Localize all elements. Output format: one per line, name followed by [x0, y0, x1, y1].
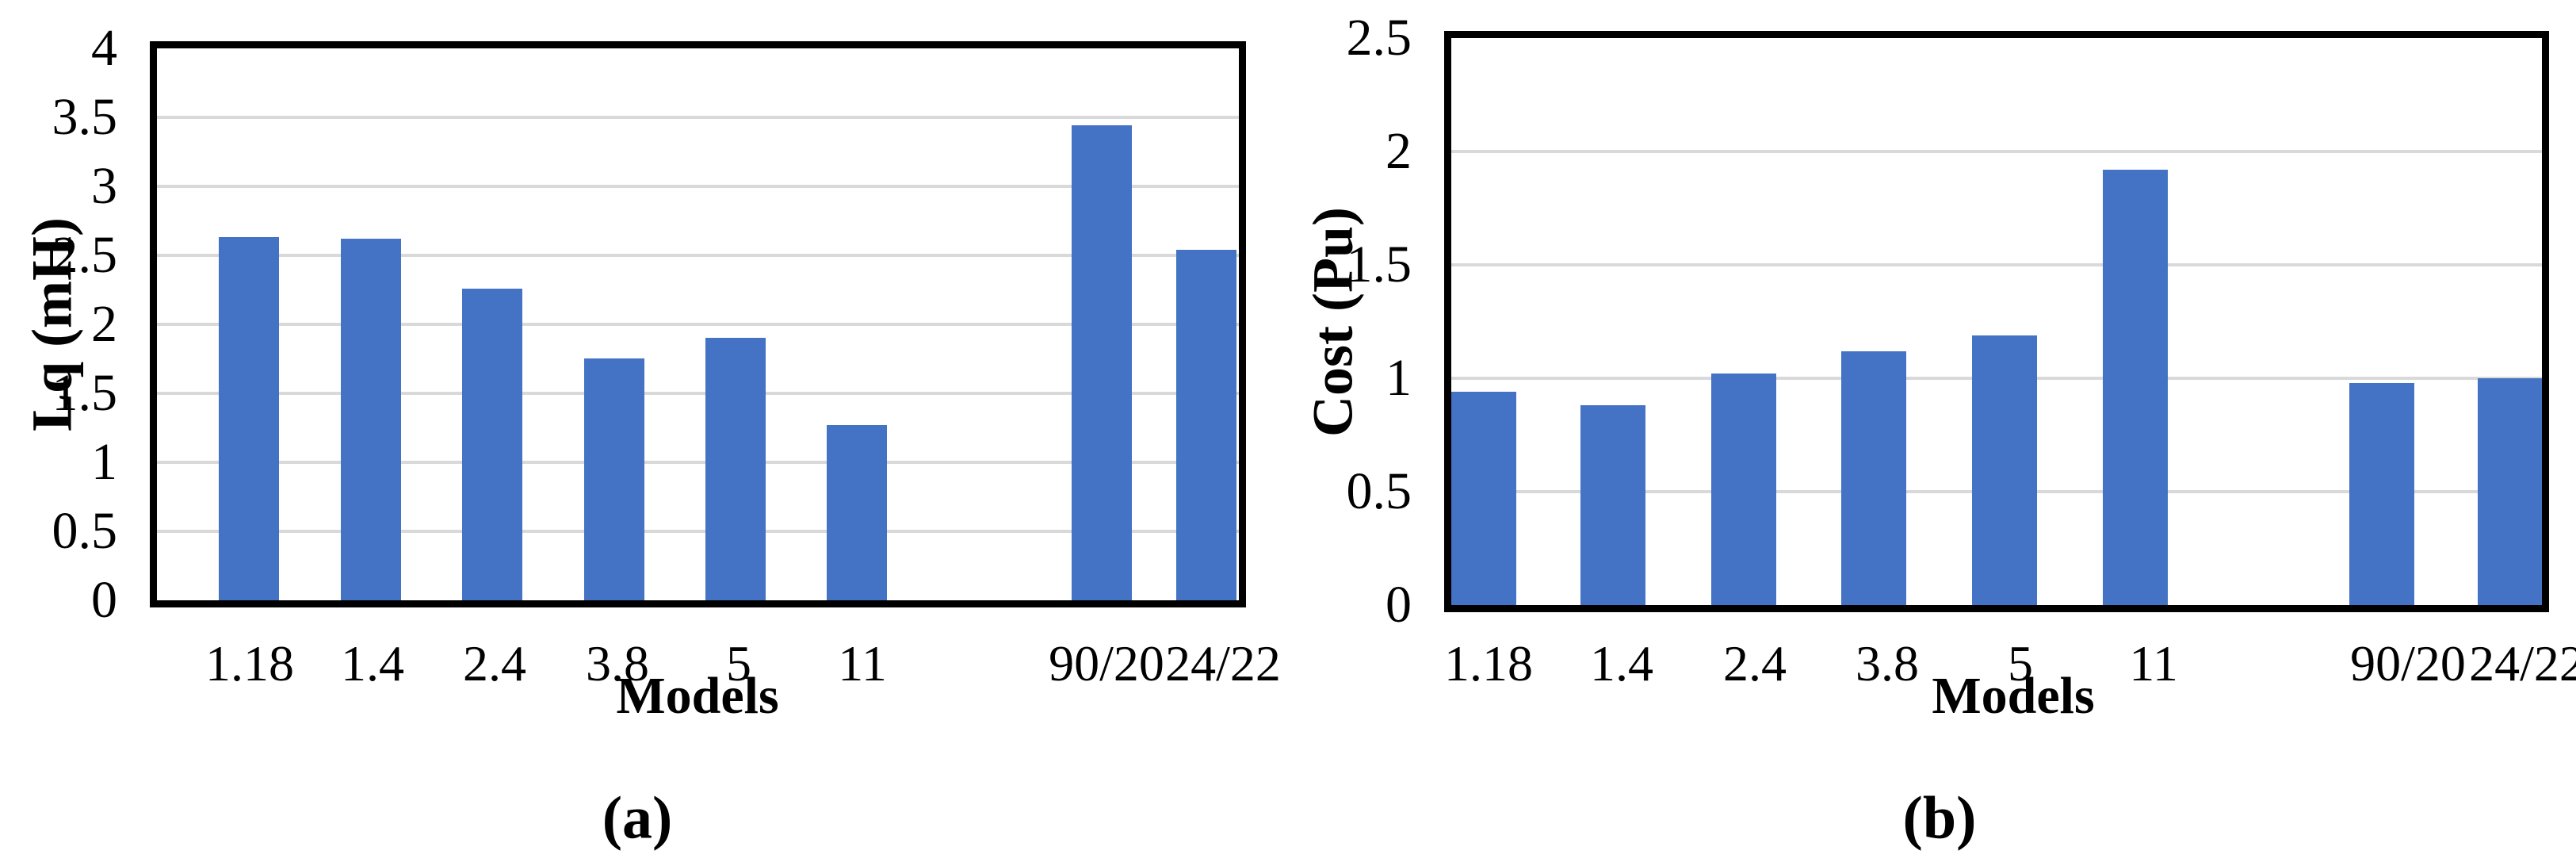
gridline-a-0.5 — [157, 530, 1239, 533]
bar-b-2.4 — [1711, 374, 1776, 605]
bar-b-90/20 — [2349, 383, 2414, 605]
y-tick-a-1: 1 — [91, 433, 117, 491]
y-tick-a-4: 4 — [91, 19, 117, 77]
gridline-b-2 — [1451, 150, 2542, 153]
x-tick-b-24/22: 24/22 — [2469, 635, 2576, 692]
bar-b-24/22 — [2478, 378, 2543, 605]
gridline-a-2 — [157, 323, 1239, 326]
x-tick-a-1.18: 1.18 — [205, 635, 294, 692]
gridline-a-3 — [157, 185, 1239, 188]
x-tick-b-2.4: 2.4 — [1723, 635, 1787, 692]
y-tick-a-0: 0 — [91, 571, 117, 629]
x-tick-a-90/20: 90/20 — [1049, 635, 1164, 692]
y-tick-b-2: 2 — [1385, 122, 1412, 180]
bar-b-5 — [1972, 335, 2037, 605]
bar-b-1.4 — [1580, 405, 1645, 605]
gridline-a-3.5 — [157, 116, 1239, 119]
bar-b-3.8 — [1841, 351, 1906, 605]
x-tick-b-3.8: 3.8 — [1856, 635, 1919, 692]
bar-a-2.4 — [462, 289, 522, 600]
x-axis-title-models-a: Models — [616, 667, 779, 725]
bar-a-90/20 — [1072, 125, 1132, 600]
x-tick-a-2.4: 2.4 — [463, 635, 526, 692]
y-tick-b-1.5: 1.5 — [1346, 236, 1412, 293]
x-tick-b-90/20: 90/20 — [2350, 635, 2466, 692]
gridline-a-1.5 — [157, 392, 1239, 395]
gridline-a-1 — [157, 461, 1239, 464]
y-tick-a-2: 2 — [91, 295, 117, 353]
x-tick-a-1.4: 1.4 — [341, 635, 404, 692]
bar-a-1.18 — [219, 237, 279, 600]
x-tick-a-11: 11 — [838, 635, 887, 692]
x-tick-a-3.8: 3.8 — [586, 635, 649, 692]
gridline-b-1.5 — [1451, 263, 2542, 266]
y-tick-a-1.5: 1.5 — [52, 364, 118, 422]
x-tick-b-1.4: 1.4 — [1590, 635, 1653, 692]
gridline-a-2.5 — [157, 254, 1239, 257]
y-tick-a-2.5: 2.5 — [52, 226, 118, 284]
plot-area-a — [150, 41, 1246, 607]
bar-a-3.8 — [584, 358, 644, 600]
bar-a-24/22 — [1176, 250, 1236, 600]
bar-a-5 — [705, 338, 766, 600]
plot-area-b — [1444, 31, 2549, 612]
bar-b-1.18 — [1451, 392, 1516, 605]
x-tick-a-5: 5 — [726, 635, 751, 692]
y-tick-a-0.5: 0.5 — [52, 502, 118, 560]
y-tick-b-1: 1 — [1385, 349, 1412, 407]
y-tick-b-0.5: 0.5 — [1346, 462, 1412, 520]
y-tick-a-3.5: 3.5 — [52, 88, 118, 146]
x-tick-b-5: 5 — [2008, 635, 2033, 692]
bar-a-11 — [827, 425, 887, 600]
y-tick-b-2.5: 2.5 — [1346, 9, 1412, 67]
y-tick-a-3: 3 — [91, 157, 117, 215]
y-tick-b-0: 0 — [1385, 576, 1412, 634]
subfigure-caption-b: (b) — [1902, 784, 1977, 852]
x-tick-a-24/22: 24/22 — [1165, 635, 1281, 692]
x-axis-title-models-b: Models — [1932, 667, 2095, 725]
bar-b-11 — [2103, 170, 2168, 605]
bar-a-1.4 — [341, 239, 401, 600]
x-tick-b-11: 11 — [2129, 635, 2178, 692]
x-tick-b-1.18: 1.18 — [1444, 635, 1533, 692]
subfigure-caption-a: (a) — [602, 784, 673, 852]
